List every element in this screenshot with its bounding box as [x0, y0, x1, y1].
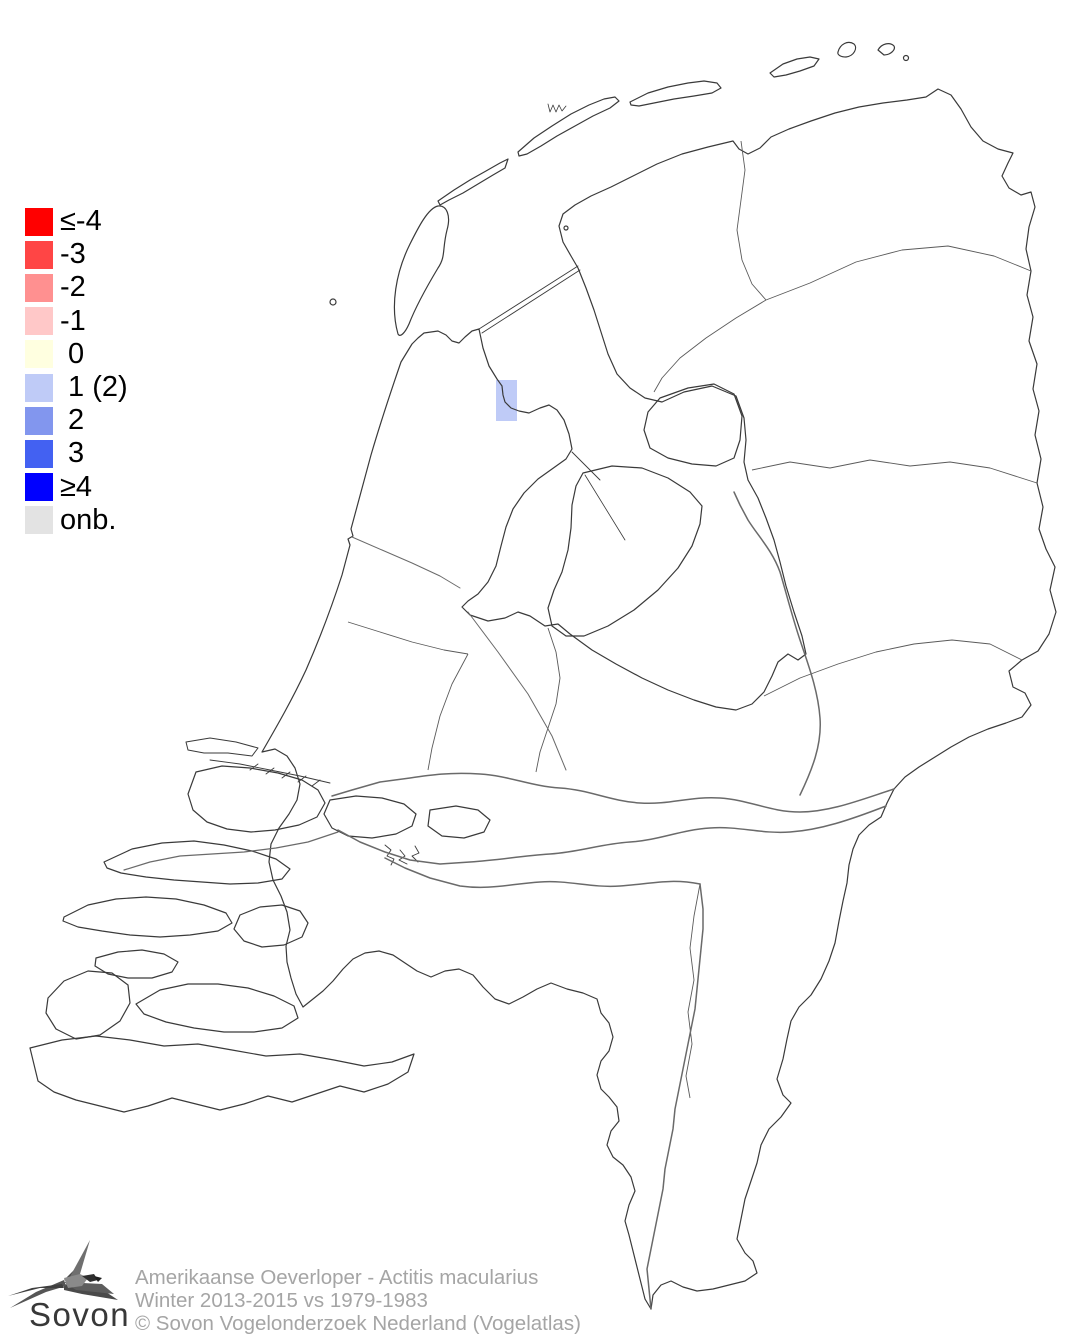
dordrecht-island [427, 805, 491, 839]
knardijk-line [584, 474, 626, 541]
sovon-wordmark: Sovon [29, 1296, 131, 1333]
walcheren-island [45, 970, 131, 1040]
rottumeroog-islet [877, 43, 895, 56]
border-overijssel-gelderland [763, 639, 1023, 697]
terschelling-dune-marks [547, 103, 567, 113]
copyright-caption: © Sovon Vogelonderzoek Nederland (Vogela… [135, 1312, 581, 1335]
legend-row-1: -3 [25, 238, 128, 271]
terschelling-island [517, 96, 620, 157]
noorderhaaks-islet [329, 298, 337, 306]
flevoland-outline [547, 465, 703, 637]
river-waal [337, 805, 887, 865]
legend-swatch [25, 207, 53, 236]
period-caption: Winter 2013-2015 vs 1979-1983 [135, 1289, 428, 1312]
sovon-logo [6, 1234, 131, 1314]
river-maas-limburg [646, 883, 704, 1310]
legend-swatch [25, 240, 53, 269]
legend-swatch [25, 307, 53, 336]
legend-label: 2 [60, 404, 85, 437]
border-noordholland-zuidholland [347, 621, 469, 655]
river-nederrijn-lek [331, 772, 895, 813]
legend-label: ≤-4 [60, 205, 102, 238]
legend-row-2: -2 [25, 271, 128, 304]
tholen-island [233, 904, 309, 948]
legend-swatch [25, 373, 53, 402]
legend-row-3: -1 [25, 305, 128, 338]
border-drenthe-overijssel [751, 459, 1038, 484]
legend-row-4: 0 [25, 338, 128, 371]
legend-label: -1 [60, 304, 86, 337]
houtribdijk-line [571, 451, 601, 481]
noordzeekanaal [351, 536, 461, 589]
legend: ≤-4 -3 -2 -1 0 1 (2) 2 3 ≥4 onb. [25, 205, 128, 537]
noordoostpolder-outline [643, 383, 743, 467]
legend-label: 0 [60, 337, 85, 370]
river-ijssel [733, 491, 821, 796]
border-friesland-drenthe [653, 299, 767, 393]
legend-row-9: onb. [25, 504, 128, 537]
hollands-diep-haringvliet [123, 831, 339, 871]
legend-row-8: ≥4 [25, 471, 128, 504]
river-maas-west [384, 857, 701, 889]
afsluitdijk-line-2 [481, 269, 581, 334]
griend-islet [563, 225, 569, 231]
harbour-dock-marks [249, 763, 321, 787]
zuid-beveland-island [135, 983, 299, 1033]
legend-row-0: ≤-4 [25, 205, 128, 238]
afsluitdijk-line [478, 265, 579, 330]
noord-beveland-island [94, 949, 179, 979]
legend-label: onb. [60, 503, 117, 536]
species-caption: Amerikaanse Oeverloper - Actitis macular… [135, 1266, 539, 1289]
hoeksche-waard-island [323, 795, 417, 839]
border-utrecht-zuidholland [427, 653, 469, 771]
goeree-overflakkee-island [103, 840, 291, 885]
biesbosch-creek-marks [384, 844, 420, 866]
legend-label: 3 [60, 437, 85, 470]
swallow-icon [8, 1240, 118, 1308]
ameland-island [629, 80, 722, 107]
legend-swatch [25, 406, 53, 435]
rottumerplaat-islet [837, 41, 857, 58]
maasvlakte-harbour [185, 737, 259, 757]
legend-swatch [25, 340, 53, 369]
schiermonnikoog-island [769, 56, 820, 78]
zeeuws-vlaanderen-outline [29, 1035, 415, 1113]
nieuwe-waterweg-line [209, 759, 331, 784]
grid-cell-value-1 [496, 380, 517, 401]
border-groningen-drenthe [765, 245, 1032, 301]
legend-label: ≥4 [60, 470, 93, 503]
legend-swatch [25, 439, 53, 468]
legend-label: 1 (2) [60, 371, 128, 404]
legend-row-5: 1 (2) [25, 371, 128, 404]
voorne-putten-island [187, 765, 326, 833]
schouwen-duiveland-island [62, 896, 233, 938]
legend-swatch [25, 273, 53, 302]
border-gelderland-utrecht [535, 627, 561, 773]
grid-cell-value-1 [496, 401, 517, 421]
vlieland-island [437, 158, 509, 206]
border-friesland-groningen [736, 140, 767, 301]
simonszand-islet [902, 54, 910, 62]
legend-label: -3 [60, 238, 86, 271]
map-captions: Amerikaanse Oeverloper - Actitis macular… [135, 1266, 581, 1335]
mainland-outline [261, 88, 1057, 1310]
legend-label: -2 [60, 271, 86, 304]
texel-island [393, 205, 450, 336]
border-brabant-limburg [685, 883, 701, 1099]
legend-swatch [25, 473, 53, 502]
legend-row-7: 3 [25, 437, 128, 470]
highlighted-grid-cells [496, 380, 517, 421]
amsterdam-rijnkanaal [467, 611, 567, 771]
legend-swatch [25, 506, 53, 535]
legend-row-6: 2 [25, 404, 128, 437]
